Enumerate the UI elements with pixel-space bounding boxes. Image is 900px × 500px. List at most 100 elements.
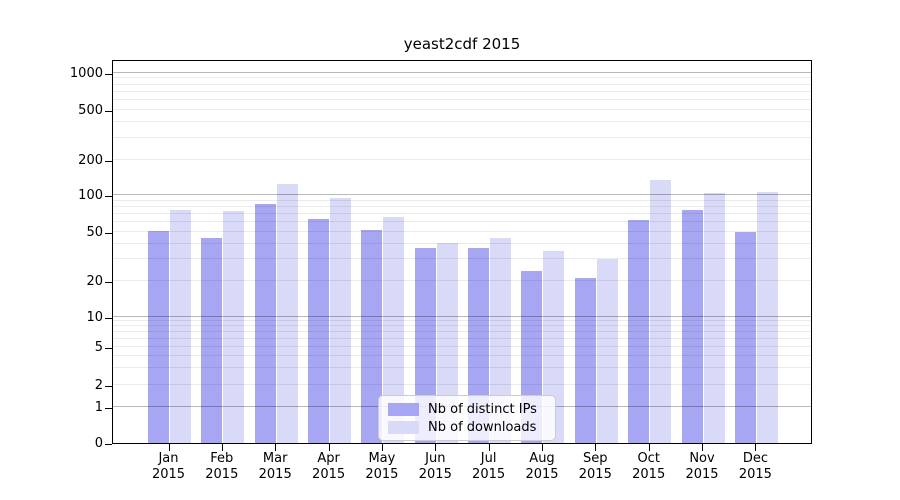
- gridline-2: [113, 383, 811, 385]
- y-tick-label-1: 1: [94, 399, 103, 415]
- gridline-8: [113, 325, 811, 327]
- y-tick-label-100: 100: [78, 188, 103, 203]
- y-tick-mark-1000: [105, 73, 112, 75]
- bar-distinct-ips-jun: [414, 247, 436, 443]
- legend-item-distinct-ips: Nb of distinct IPs: [388, 401, 547, 418]
- gridline-600: [113, 99, 811, 100]
- legend-item-downloads: Nb of downloads: [388, 419, 547, 436]
- gridline-50: [113, 231, 811, 232]
- x-tick-label-dec: Dec 2015: [738, 451, 772, 482]
- gridline-4: [113, 355, 811, 357]
- x-tick-mark-feb: [221, 444, 223, 451]
- x-tick-mark-jun: [435, 444, 437, 451]
- y-tick-mark-10: [105, 317, 112, 319]
- gridline-500: [113, 108, 811, 110]
- grid-layer: [113, 61, 811, 443]
- legend-swatch-distinct-ips: [388, 403, 419, 416]
- y-tick-mark-20: [105, 281, 112, 283]
- gridline-1000: [113, 71, 811, 73]
- x-tick-label-feb: Feb 2015: [205, 451, 239, 482]
- legend-label-downloads: Nb of downloads: [428, 420, 537, 435]
- y-tick-mark-5: [105, 348, 112, 349]
- bar-downloads-mar: [276, 184, 298, 443]
- gridline-20: [113, 279, 811, 281]
- y-tick-label-50: 50: [86, 225, 103, 240]
- y-tick-label-200: 200: [78, 152, 103, 168]
- bar-downloads-sep: [596, 259, 618, 443]
- x-tick-label-nov: Nov 2015: [685, 451, 719, 482]
- gridline-9: [113, 320, 811, 322]
- x-tick-mark-sep: [595, 444, 597, 451]
- bar-distinct-ips-dec: [734, 232, 756, 443]
- x-tick-mark-jul: [488, 444, 490, 451]
- gridline-10: [113, 315, 811, 317]
- x-tick-label-apr: Apr 2015: [312, 451, 346, 482]
- y-tick-mark-200: [105, 160, 112, 162]
- plot-area: Nb of distinct IPs Nb of downloads: [112, 60, 812, 444]
- gridline-300: [113, 136, 811, 138]
- x-tick-mark-oct: [648, 444, 650, 451]
- y-tick-label-20: 20: [86, 273, 103, 289]
- gridline-70: [113, 213, 811, 214]
- chart-title: yeast2cdf 2015: [403, 35, 521, 53]
- x-tick-mark-dec: [755, 444, 757, 451]
- bar-distinct-ips-nov: [681, 209, 703, 443]
- x-tick-label-jan: Jan 2015: [151, 451, 186, 482]
- gridline-7: [113, 331, 811, 333]
- y-tick-mark-2: [105, 385, 112, 387]
- legend: Nb of distinct IPs Nb of downloads: [378, 395, 556, 441]
- y-tick-mark-100: [105, 196, 112, 197]
- gridline-3: [113, 366, 811, 368]
- bar-downloads-nov: [703, 192, 725, 443]
- bar-downloads-dec: [756, 192, 778, 443]
- gridline-400: [113, 120, 811, 122]
- bar-distinct-ips-apr: [308, 218, 330, 443]
- bar-distinct-ips-feb: [201, 237, 223, 443]
- x-tick-mark-apr: [328, 444, 330, 451]
- y-tick-mark-500: [105, 110, 112, 112]
- legend-label-distinct-ips: Nb of distinct IPs: [428, 402, 537, 417]
- x-tick-label-sep: Sep 2015: [578, 451, 612, 482]
- gridline-6: [113, 338, 811, 339]
- gridline-900: [113, 77, 811, 79]
- gridline-60: [113, 221, 811, 223]
- x-tick-label-jun: Jun 2015: [418, 451, 452, 482]
- x-tick-label-may: May 2015: [365, 451, 399, 482]
- gridline-800: [113, 83, 811, 85]
- y-tick-label-5: 5: [94, 340, 103, 355]
- bar-downloads-aug: [543, 250, 565, 443]
- gridline-80: [113, 205, 811, 207]
- x-tick-label-oct: Oct 2015: [632, 451, 666, 482]
- y-tick-mark-0: [105, 444, 112, 445]
- bar-downloads-oct: [650, 180, 672, 443]
- bar-downloads-jul: [490, 237, 512, 443]
- x-tick-mark-nov: [702, 444, 703, 451]
- y-tick-mark-1: [105, 407, 112, 409]
- gridline-100: [113, 194, 811, 195]
- bar-distinct-ips-mar: [254, 203, 276, 443]
- y-tick-label-500: 500: [78, 102, 103, 118]
- bar-downloads-jun: [436, 242, 458, 443]
- bar-downloads-may: [383, 217, 405, 443]
- x-tick-label-mar: Mar 2015: [258, 451, 292, 482]
- y-tick-label-10: 10: [86, 309, 103, 325]
- gridline-30: [113, 258, 811, 259]
- legend-swatch-downloads: [388, 421, 419, 434]
- y-tick-label-0: 0: [94, 436, 103, 451]
- y-tick-label-1000: 1000: [69, 65, 103, 81]
- bar-distinct-ips-may: [361, 229, 383, 443]
- x-tick-mark-jan: [168, 444, 170, 451]
- x-tick-mark-mar: [275, 444, 277, 451]
- bar-downloads-feb: [223, 211, 245, 443]
- x-tick-label-jul: Jul 2015: [472, 451, 506, 482]
- y-tick-mark-50: [105, 233, 112, 234]
- bar-downloads-jan: [170, 209, 191, 443]
- x-tick-mark-may: [381, 444, 383, 451]
- bar-distinct-ips-jul: [468, 247, 490, 443]
- bar-distinct-ips-jan: [148, 230, 169, 443]
- y-tick-label-2: 2: [94, 377, 103, 393]
- x-tick-mark-aug: [542, 444, 543, 451]
- gridline-40: [113, 242, 811, 244]
- gridline-90: [113, 199, 811, 201]
